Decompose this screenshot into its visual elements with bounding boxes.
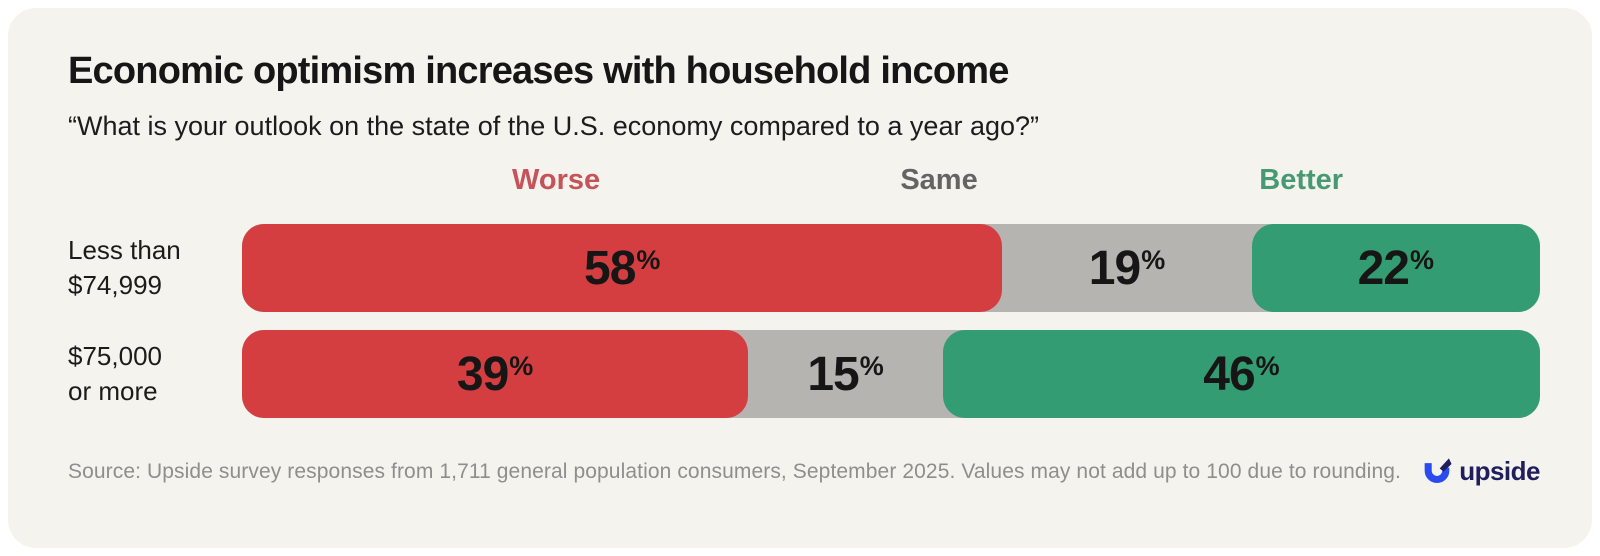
stacked-bar-chart: Less than $74,999 58% 19% 22% $75,000 or… [68,224,1540,419]
bar-track: 58% 19% 22% [242,224,1540,313]
upside-logo: upside [1422,456,1540,487]
segment-value: 58% [584,241,661,295]
segment-worse: 58% [242,224,1003,313]
segment-value: 46% [1203,347,1280,401]
upside-logo-icon [1422,457,1452,487]
segment-value: 22% [1357,241,1434,295]
row-label: Less than $74,999 [68,234,181,301]
page-title: Economic optimism increases with househo… [68,50,1009,92]
column-headers: Worse Same Better [242,164,1540,198]
survey-question-subtitle: “What is your outlook on the state of th… [68,110,1040,141]
segment-value: 39% [456,347,534,401]
column-header-worse: Worse [512,164,601,197]
segment-worse: 39% [242,330,749,419]
source-note: Source: Upside survey responses from 1,7… [68,459,1401,483]
upside-logo-text: upside [1459,456,1540,487]
segment-better: 22% [1251,224,1540,313]
bar-row-low-income: Less than $74,999 58% 19% 22% [68,224,1540,313]
infographic-card: Economic optimism increases with househo… [8,8,1592,548]
segment-value: 15% [807,347,884,401]
bar-track: 39% 15% 46% [242,330,1540,419]
footer: Source: Upside survey responses from 1,7… [68,456,1540,487]
bar-row-high-income: $75,000 or more 39% 15% 46% [68,330,1540,419]
segment-better: 46% [942,330,1540,419]
row-label: $75,000 or more [68,340,162,407]
segment-value: 19% [1088,241,1166,295]
column-header-better: Better [1259,164,1344,197]
column-header-same: Same [900,164,978,197]
